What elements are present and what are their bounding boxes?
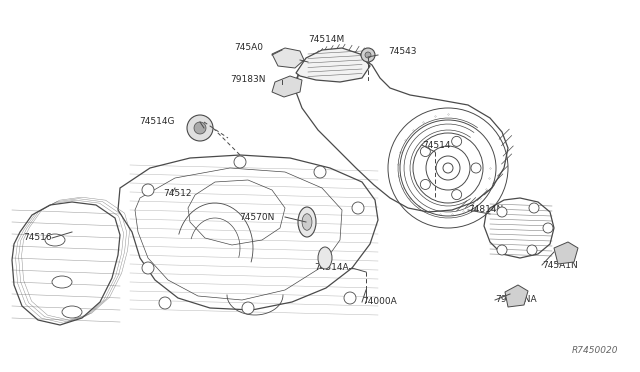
Circle shape [142,184,154,196]
Text: 74543: 74543 [388,48,417,57]
Circle shape [497,245,507,255]
Circle shape [452,190,461,200]
Text: 79183N: 79183N [230,76,266,84]
Polygon shape [12,202,120,325]
Circle shape [543,223,553,233]
Text: 74814N: 74814N [468,205,503,215]
Text: 745A1N: 745A1N [542,260,578,269]
Ellipse shape [52,276,72,288]
Circle shape [242,302,254,314]
Circle shape [159,297,171,309]
Text: 74514A: 74514A [314,263,349,273]
Circle shape [452,137,461,146]
Ellipse shape [318,247,332,269]
Text: 745A0: 745A0 [234,44,263,52]
Circle shape [187,115,213,141]
Circle shape [361,48,375,62]
Polygon shape [296,48,370,82]
Polygon shape [296,52,508,212]
Circle shape [234,156,246,168]
Circle shape [142,262,154,274]
Text: 74514G: 74514G [140,118,175,126]
Ellipse shape [298,207,316,237]
Ellipse shape [45,234,65,246]
Polygon shape [505,285,528,307]
Circle shape [314,166,326,178]
Text: 74516: 74516 [24,234,52,243]
Polygon shape [272,76,302,97]
Ellipse shape [62,306,82,318]
Circle shape [529,203,539,213]
Text: R7450020: R7450020 [572,346,618,355]
Polygon shape [272,48,304,68]
Circle shape [471,163,481,173]
Circle shape [420,147,430,157]
Text: 74514M: 74514M [308,35,344,45]
Circle shape [365,52,371,58]
Text: 74512: 74512 [163,189,191,198]
Text: 74000A: 74000A [362,298,397,307]
Ellipse shape [302,214,312,230]
Circle shape [352,202,364,214]
Circle shape [344,292,356,304]
Circle shape [194,122,206,134]
Polygon shape [554,242,578,264]
Circle shape [420,179,430,189]
Text: 74570N: 74570N [239,212,275,221]
Circle shape [527,245,537,255]
Polygon shape [484,198,554,258]
Text: 79183NA: 79183NA [495,295,536,305]
Text: 74514: 74514 [422,141,451,150]
Circle shape [497,207,507,217]
Polygon shape [118,155,378,310]
